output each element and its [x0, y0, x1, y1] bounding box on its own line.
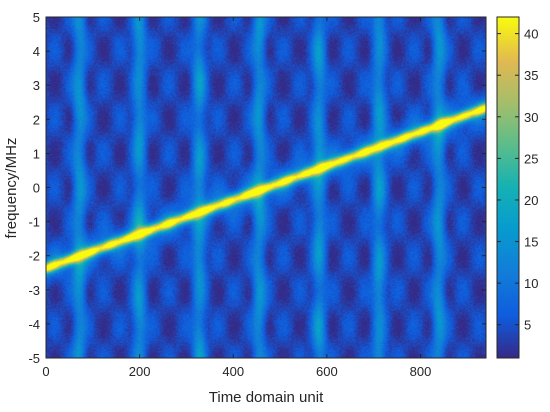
colorbar-tick-label: 15: [524, 235, 538, 250]
x-tick-label: 0: [42, 364, 49, 379]
colorbar-frame: [496, 16, 520, 359]
colorbar-tick-label: 35: [524, 68, 538, 83]
colorbar-tick-label: 5: [524, 318, 531, 333]
colorbar-tick-label: 30: [524, 110, 538, 125]
colorbar-tick-label: 25: [524, 151, 538, 166]
colorbar-tick-label: 10: [524, 276, 538, 291]
y-tick-label: 3: [33, 78, 40, 93]
x-tick-label: 800: [410, 364, 432, 379]
x-tick-label: 200: [129, 364, 151, 379]
y-tick-label: 1: [33, 146, 40, 161]
x-tick-label: 600: [316, 364, 338, 379]
y-tick-label: -5: [28, 351, 40, 366]
colorbar-axis: 5 10 15 20 25 30 35 40: [497, 27, 538, 333]
y-axis-label: frequency/MHz: [3, 138, 20, 239]
y-tick-label: -3: [28, 283, 40, 298]
y-tick-label: -4: [28, 317, 40, 332]
y-tick-label: 0: [33, 181, 40, 196]
x-axis: 0 200 400 600 800: [42, 17, 431, 379]
colorbar-tick-label: 20: [524, 193, 538, 208]
x-tick-label: 400: [222, 364, 244, 379]
y-tick-label: -2: [28, 249, 40, 264]
y-tick-label: 5: [33, 10, 40, 25]
y-axis: -5 -4 -3 -2 -1 0 1 2 3 4 5: [28, 10, 486, 366]
y-tick-label: 4: [33, 44, 40, 59]
y-tick-label: 2: [33, 112, 40, 127]
y-tick-label: -1: [28, 215, 40, 230]
colorbar: [497, 17, 519, 358]
x-axis-label: Time domain unit: [209, 389, 324, 406]
colorbar-tick-label: 40: [524, 27, 538, 42]
heatmap-image: [46, 17, 486, 358]
